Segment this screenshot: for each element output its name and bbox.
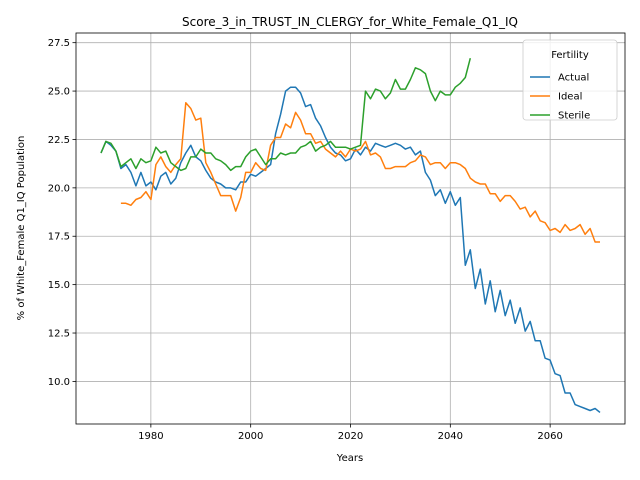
x-axis-label: Years (336, 453, 363, 464)
y-tick-label: 20.0 (48, 183, 70, 194)
series-line-sterile (100, 58, 472, 172)
x-tick-label: 2020 (338, 431, 363, 442)
y-tick-label: 25.0 (48, 87, 70, 98)
legend-label-sterile: Sterile (558, 111, 590, 122)
x-axis-ticks: 1980 2000 2020 2040 2060 (138, 424, 563, 442)
y-tick-label: 10.0 (48, 377, 70, 388)
legend: Fertility Actual Ideal Sterile (522, 39, 618, 122)
legend-box (522, 39, 618, 121)
y-tick-label: 22.5 (48, 135, 70, 146)
x-tick-label: 2040 (438, 431, 463, 442)
x-tick-label: 1980 (138, 431, 163, 442)
grid-lines (76, 33, 625, 424)
y-tick-label: 15.0 (48, 280, 70, 291)
series-lines (100, 58, 601, 413)
legend-title: Fertility (551, 50, 589, 61)
y-axis-ticks: 10.0 12.5 15.0 17.5 20.0 22.5 25.0 27.5 (48, 38, 76, 388)
legend-items: Actual Ideal Sterile (530, 73, 590, 122)
x-tick-label: 2000 (238, 431, 263, 442)
series-line-actual (100, 86, 601, 413)
y-tick-label: 27.5 (48, 38, 70, 49)
x-tick-label: 2060 (537, 431, 562, 442)
legend-label-ideal: Ideal (558, 92, 582, 103)
y-axis-label: % of White_Female Q1_IQ Population (16, 136, 27, 321)
series-line-ideal (120, 101, 600, 243)
legend-label-actual: Actual (558, 73, 589, 84)
chart-title: Score_3_in_TRUST_IN_CLERGY_for_White_Fem… (182, 15, 518, 29)
y-tick-label: 12.5 (48, 329, 70, 340)
y-tick-label: 17.5 (48, 232, 70, 243)
